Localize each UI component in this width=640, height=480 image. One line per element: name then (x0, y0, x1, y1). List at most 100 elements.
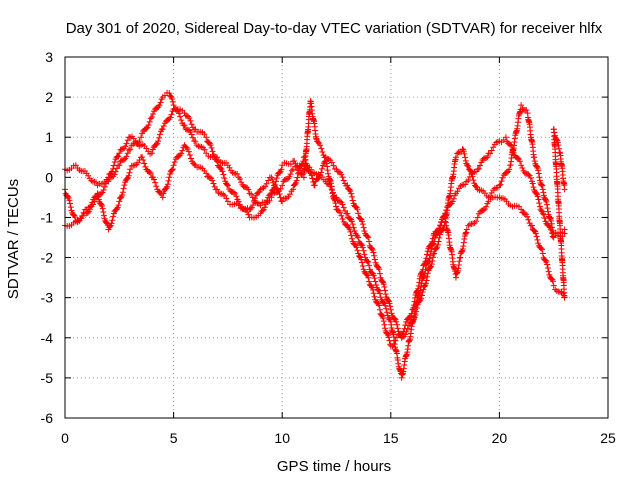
data-point (262, 201, 269, 208)
data-point (436, 234, 443, 241)
data-point (394, 321, 401, 328)
data-point (143, 125, 150, 132)
data-point (541, 215, 548, 222)
data-point (149, 111, 156, 118)
data-point (433, 245, 440, 252)
data-point (141, 160, 148, 167)
data-point (378, 277, 385, 284)
data-point (178, 150, 185, 157)
data-point (339, 216, 346, 223)
data-point (376, 306, 383, 313)
data-point (466, 167, 473, 174)
data-point (364, 258, 371, 265)
data-point (359, 244, 366, 251)
data-point (548, 220, 555, 227)
data-point (246, 190, 253, 197)
y-tick-label: 1 (45, 129, 53, 145)
data-point (364, 233, 371, 240)
data-point (223, 181, 230, 188)
data-point (288, 167, 295, 174)
data-point (221, 175, 228, 182)
data-point (99, 203, 106, 210)
data-point (556, 149, 563, 156)
data-point (423, 277, 430, 284)
data-point (539, 182, 546, 189)
data-point (66, 197, 73, 204)
data-point (119, 189, 126, 196)
data-point (475, 165, 482, 172)
data-point (484, 154, 491, 161)
y-tick-label: -6 (41, 410, 54, 426)
data-point (555, 142, 562, 149)
data-point (420, 286, 427, 293)
x-axis-label: GPS time / hours (277, 458, 391, 475)
data-point (111, 158, 118, 165)
data-point (554, 139, 561, 146)
data-point (551, 129, 558, 136)
data-marks (62, 89, 568, 381)
data-point (256, 188, 263, 195)
data-point (179, 147, 186, 154)
data-point (124, 175, 131, 182)
data-point (124, 150, 131, 157)
data-point (293, 177, 300, 184)
data-point (379, 278, 386, 285)
data-point (371, 275, 378, 282)
data-point (220, 191, 227, 198)
data-point (67, 200, 74, 207)
data-point (387, 306, 394, 313)
data-point (166, 90, 173, 97)
data-point (488, 147, 495, 154)
data-point (377, 294, 384, 301)
data-point (159, 126, 166, 133)
plot-frame (64, 56, 609, 419)
data-point (363, 271, 370, 278)
data-point (462, 157, 469, 164)
data-point (418, 292, 425, 299)
data-point (534, 193, 541, 200)
data-point (450, 195, 457, 202)
data-point (543, 201, 550, 208)
data-point (539, 210, 546, 217)
data-point (382, 325, 389, 332)
data-point (376, 266, 383, 273)
data-point (536, 203, 543, 210)
data-point (67, 204, 74, 211)
data-point (348, 218, 355, 225)
data-point (155, 138, 162, 145)
data-point (338, 212, 345, 219)
axis-ticks (64, 56, 609, 419)
data-point (106, 223, 113, 230)
data-point (366, 238, 373, 245)
data-point (121, 156, 128, 163)
y-tick-label: 3 (45, 49, 53, 65)
data-point (465, 163, 472, 170)
data-point (109, 217, 116, 224)
data-point (165, 177, 172, 184)
data-point (353, 244, 360, 251)
data-point (214, 158, 221, 165)
data-point (534, 236, 541, 243)
data-point (176, 110, 183, 117)
data-point (290, 186, 297, 193)
data-point (423, 255, 430, 262)
data-point (234, 171, 241, 178)
data-point (477, 162, 484, 169)
data-point (348, 190, 355, 197)
data-point (381, 283, 388, 290)
data-point (373, 281, 380, 288)
data-point (302, 157, 309, 164)
data-point (169, 166, 176, 173)
data-point (383, 309, 390, 316)
data-point (385, 297, 392, 304)
data-point (382, 287, 389, 294)
data-point (277, 194, 284, 201)
data-point (267, 191, 274, 198)
data-point (317, 142, 324, 149)
y-tick-label: -3 (41, 290, 54, 306)
y-axis-label: SDTVAR / TECUs (5, 179, 22, 299)
data-point (474, 214, 481, 221)
data-point (525, 171, 532, 178)
data-point (168, 167, 175, 174)
